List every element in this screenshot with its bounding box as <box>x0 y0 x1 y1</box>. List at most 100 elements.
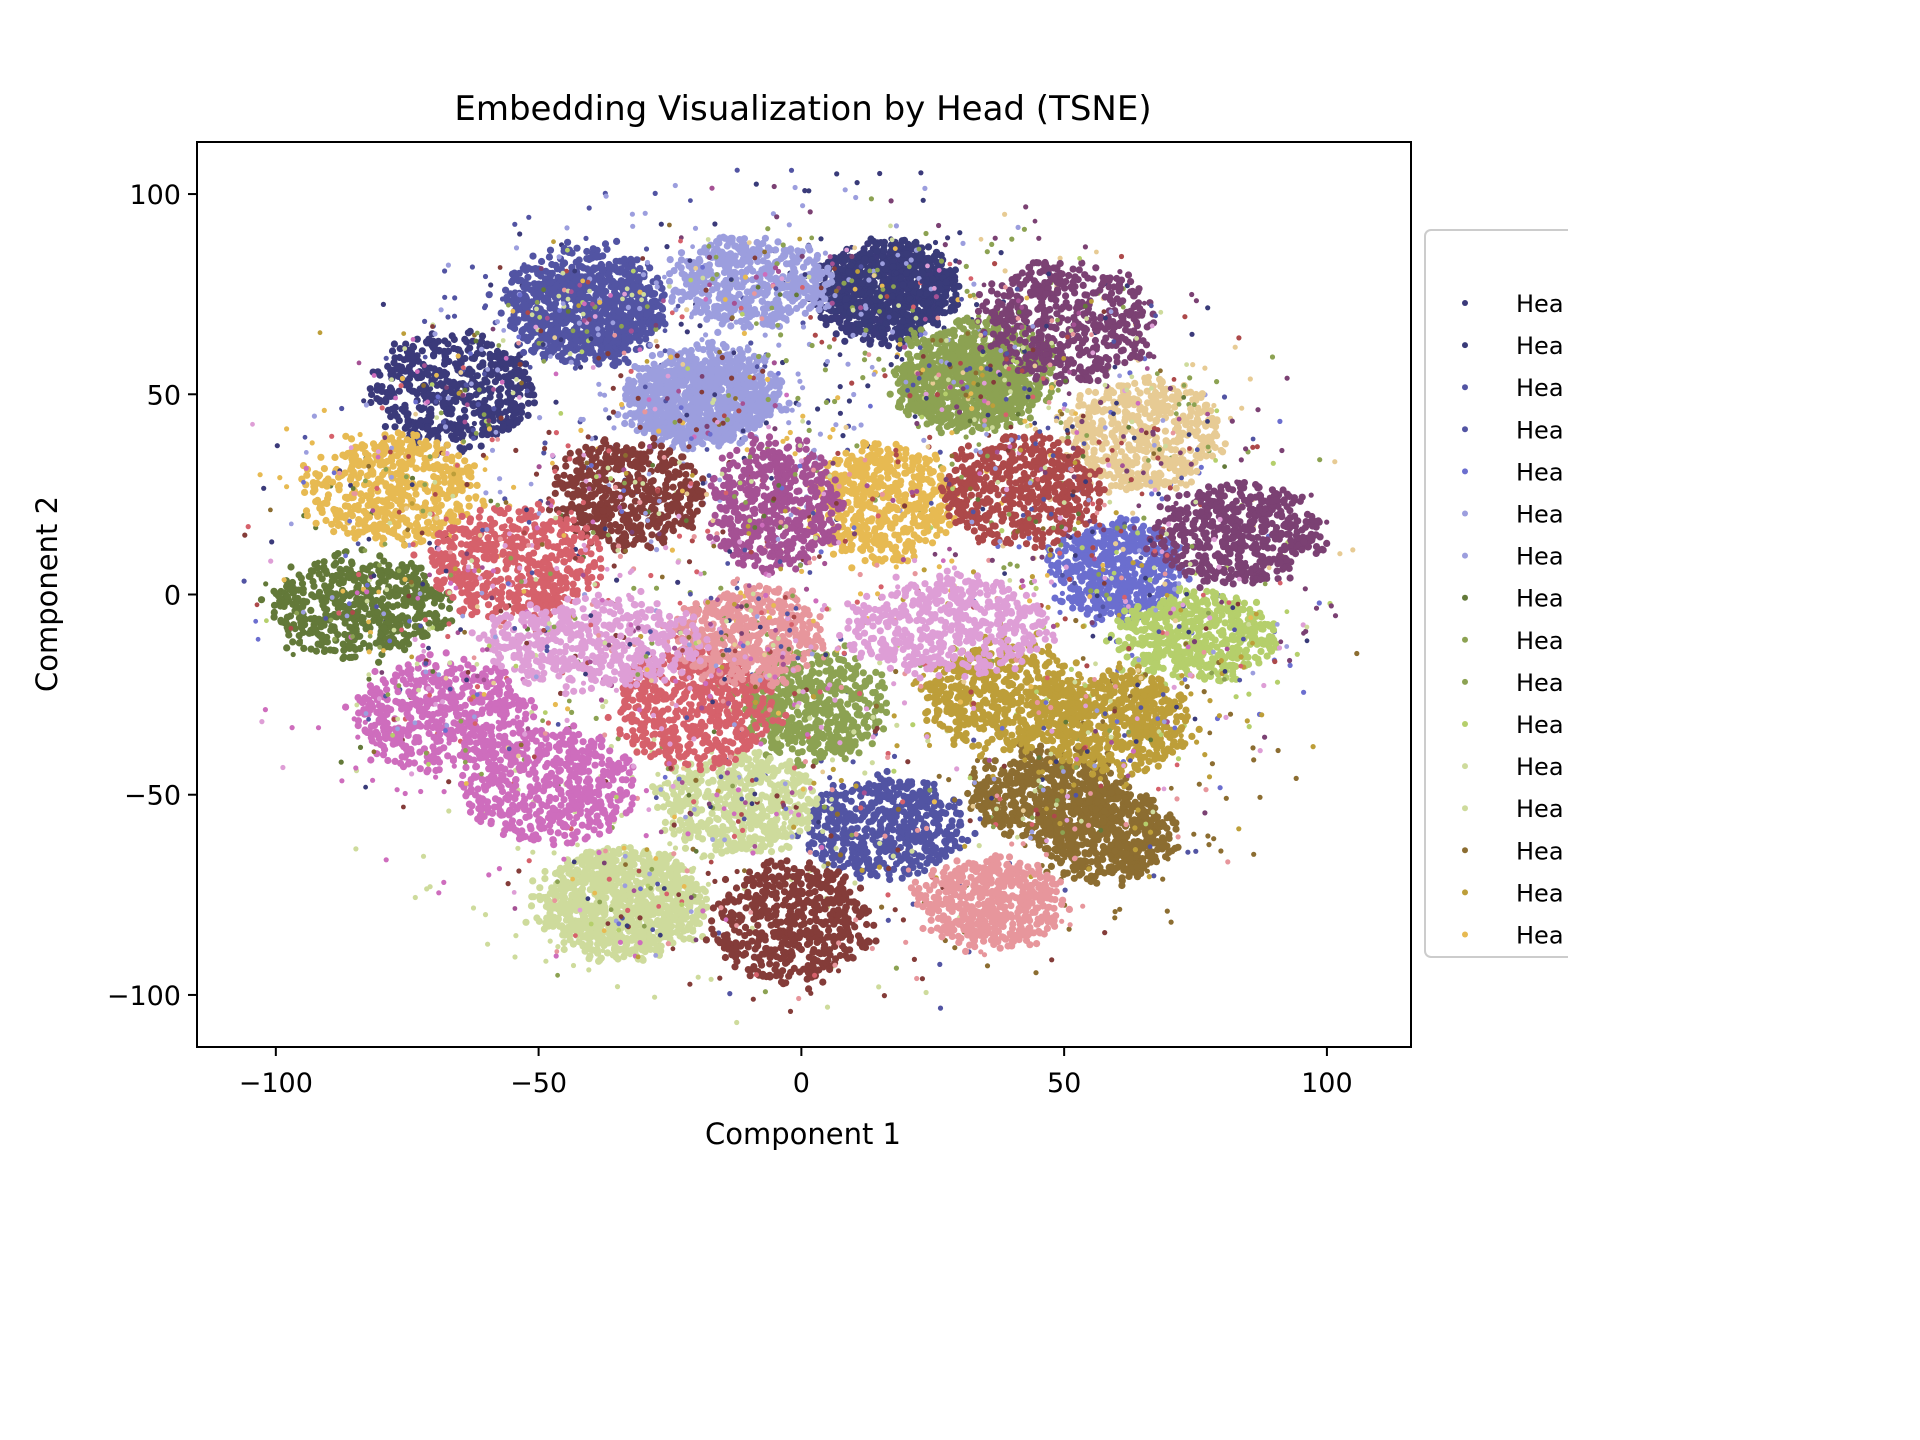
point <box>825 841 833 850</box>
point <box>715 294 723 302</box>
point <box>386 384 395 392</box>
point <box>899 281 907 289</box>
point <box>629 299 635 305</box>
point <box>805 286 814 294</box>
point <box>1073 563 1081 571</box>
point <box>380 301 386 307</box>
point <box>644 259 651 266</box>
point <box>586 205 592 211</box>
point <box>636 282 645 291</box>
point <box>832 292 838 299</box>
point <box>557 276 566 284</box>
point <box>941 299 949 307</box>
point <box>885 917 891 923</box>
point <box>896 856 905 865</box>
point <box>888 292 897 300</box>
point <box>668 293 677 301</box>
point <box>827 775 833 781</box>
point <box>1098 552 1106 560</box>
point <box>564 225 570 231</box>
point <box>886 791 894 799</box>
point <box>513 418 521 426</box>
point <box>903 311 911 319</box>
point <box>530 265 539 273</box>
point <box>1083 528 1091 536</box>
point <box>768 318 776 326</box>
point <box>426 364 434 372</box>
point <box>809 258 818 266</box>
point <box>451 360 460 368</box>
point <box>1287 662 1293 669</box>
point <box>521 262 527 268</box>
point <box>780 252 788 261</box>
point <box>922 185 928 191</box>
point <box>921 845 929 853</box>
point <box>395 387 403 395</box>
point <box>430 351 438 359</box>
point <box>504 389 512 397</box>
point <box>884 342 893 350</box>
point <box>1016 544 1022 550</box>
point <box>858 279 866 288</box>
point <box>658 221 664 227</box>
point <box>440 419 447 425</box>
point <box>890 318 898 326</box>
point <box>758 297 767 305</box>
point <box>550 285 558 293</box>
point <box>867 871 875 879</box>
point <box>407 349 413 355</box>
point <box>429 391 437 399</box>
point <box>422 338 431 346</box>
point <box>415 421 423 429</box>
point <box>442 348 450 356</box>
point <box>1128 589 1134 595</box>
point <box>1115 595 1123 603</box>
point <box>832 825 840 833</box>
point <box>384 406 392 414</box>
point <box>456 380 464 388</box>
point <box>546 246 555 254</box>
point <box>929 275 937 283</box>
point <box>366 385 374 393</box>
point <box>912 857 920 865</box>
point <box>865 859 873 867</box>
point <box>546 253 552 259</box>
point <box>429 432 435 438</box>
point <box>1081 572 1089 581</box>
point <box>459 431 467 439</box>
point <box>932 239 939 246</box>
point <box>583 255 591 263</box>
point <box>396 353 404 362</box>
point <box>511 384 519 392</box>
point <box>442 268 448 274</box>
point <box>518 408 526 417</box>
point <box>898 874 906 882</box>
point <box>801 309 809 317</box>
point <box>846 398 853 404</box>
point <box>1069 604 1077 612</box>
point <box>403 412 411 420</box>
point <box>866 249 874 257</box>
point <box>447 410 455 418</box>
point <box>604 324 612 332</box>
point <box>1057 597 1065 605</box>
point <box>847 261 855 269</box>
point <box>753 238 761 247</box>
point <box>912 238 920 246</box>
point <box>900 818 908 826</box>
point <box>945 235 951 241</box>
point <box>813 251 822 260</box>
point <box>530 399 539 407</box>
point <box>606 415 612 421</box>
point <box>506 406 514 414</box>
point <box>697 323 703 329</box>
point <box>269 539 275 545</box>
point <box>787 307 795 315</box>
point <box>403 355 411 363</box>
point <box>1081 555 1089 564</box>
point <box>807 303 815 311</box>
point <box>452 397 460 405</box>
point <box>598 267 607 275</box>
point <box>1151 873 1157 879</box>
point <box>806 246 814 254</box>
